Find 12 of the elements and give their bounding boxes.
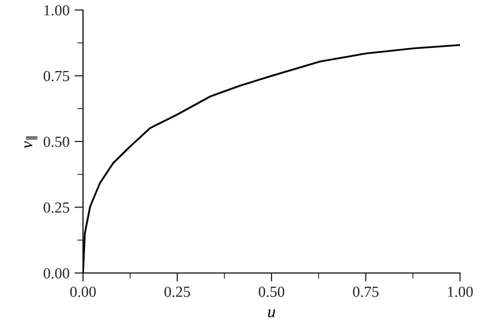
y-tick-label: 0.75 bbox=[44, 70, 70, 82]
x-tick-label: 0.50 bbox=[258, 286, 284, 298]
y-axis-title: v$_{∥}$ bbox=[24, 136, 38, 148]
y-tick-label: 1.00 bbox=[44, 5, 70, 16]
x-tick-label: 0.75 bbox=[352, 286, 379, 298]
x-axis-title: u bbox=[268, 310, 276, 318]
x-tick-label: 1.00 bbox=[448, 286, 473, 298]
x-tick-label: 0.25 bbox=[164, 286, 190, 298]
y-tick-label: 0.00 bbox=[44, 268, 70, 279]
y-tick-label: 0.50 bbox=[44, 136, 70, 148]
x-tick-label: 0.00 bbox=[70, 286, 96, 298]
y-tick-label: 0.25 bbox=[44, 202, 70, 213]
